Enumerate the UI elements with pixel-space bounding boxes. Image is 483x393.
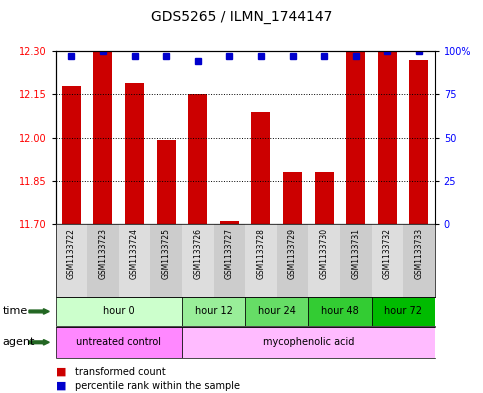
Bar bbox=[245, 297, 308, 326]
Bar bbox=[156, 140, 176, 224]
Bar bbox=[87, 224, 119, 297]
Bar bbox=[150, 224, 182, 297]
Bar bbox=[245, 224, 277, 297]
Text: hour 0: hour 0 bbox=[103, 307, 135, 316]
Text: GDS5265 / ILMN_1744147: GDS5265 / ILMN_1744147 bbox=[151, 10, 332, 24]
Bar bbox=[94, 51, 113, 224]
Text: hour 24: hour 24 bbox=[258, 307, 296, 316]
Bar bbox=[308, 224, 340, 297]
Text: GSM1133726: GSM1133726 bbox=[193, 228, 202, 279]
Bar bbox=[283, 172, 302, 224]
Text: GSM1133733: GSM1133733 bbox=[414, 228, 424, 279]
Bar bbox=[410, 60, 428, 224]
Bar bbox=[277, 224, 308, 297]
Text: transformed count: transformed count bbox=[75, 367, 166, 377]
Text: untreated control: untreated control bbox=[76, 337, 161, 347]
Text: time: time bbox=[2, 307, 28, 316]
Text: GSM1133731: GSM1133731 bbox=[351, 228, 360, 279]
Bar bbox=[314, 172, 334, 224]
Text: GSM1133728: GSM1133728 bbox=[256, 228, 266, 279]
Text: ■: ■ bbox=[56, 381, 66, 391]
Bar bbox=[252, 112, 270, 224]
Text: GSM1133727: GSM1133727 bbox=[225, 228, 234, 279]
Text: ■: ■ bbox=[56, 367, 66, 377]
Text: percentile rank within the sample: percentile rank within the sample bbox=[75, 381, 240, 391]
Text: GSM1133724: GSM1133724 bbox=[130, 228, 139, 279]
Bar bbox=[56, 297, 182, 326]
Text: GSM1133732: GSM1133732 bbox=[383, 228, 392, 279]
Text: GSM1133730: GSM1133730 bbox=[320, 228, 328, 279]
Bar bbox=[125, 83, 144, 224]
Text: GSM1133723: GSM1133723 bbox=[99, 228, 107, 279]
Bar bbox=[182, 327, 435, 358]
Text: hour 48: hour 48 bbox=[321, 307, 359, 316]
Bar bbox=[346, 51, 365, 224]
Text: GSM1133729: GSM1133729 bbox=[288, 228, 297, 279]
Bar bbox=[220, 221, 239, 224]
Text: mycophenolic acid: mycophenolic acid bbox=[263, 337, 354, 347]
Bar bbox=[56, 327, 182, 358]
Text: agent: agent bbox=[2, 337, 35, 347]
Bar bbox=[188, 94, 207, 224]
Text: hour 12: hour 12 bbox=[195, 307, 232, 316]
Bar bbox=[182, 224, 213, 297]
Bar bbox=[378, 51, 397, 224]
Bar bbox=[119, 224, 150, 297]
Bar bbox=[56, 224, 87, 297]
Text: GSM1133725: GSM1133725 bbox=[162, 228, 170, 279]
Bar bbox=[213, 224, 245, 297]
Bar bbox=[340, 224, 371, 297]
Bar bbox=[308, 297, 371, 326]
Text: GSM1133722: GSM1133722 bbox=[67, 228, 76, 279]
Bar bbox=[62, 86, 81, 224]
Bar bbox=[371, 297, 435, 326]
Bar bbox=[403, 224, 435, 297]
Text: hour 72: hour 72 bbox=[384, 307, 422, 316]
Bar bbox=[182, 297, 245, 326]
Bar bbox=[371, 224, 403, 297]
